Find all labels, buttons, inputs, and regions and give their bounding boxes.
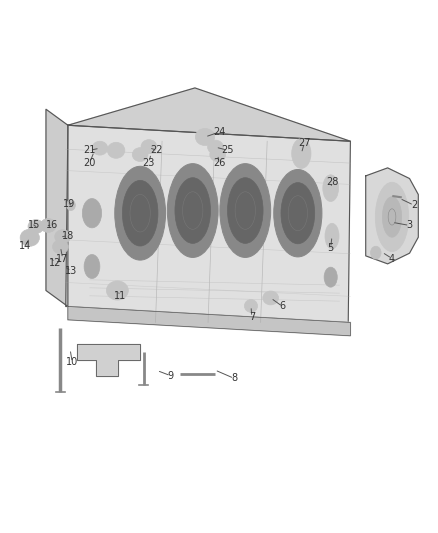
Ellipse shape bbox=[210, 148, 226, 161]
Ellipse shape bbox=[208, 140, 223, 154]
Ellipse shape bbox=[323, 175, 339, 201]
Polygon shape bbox=[77, 344, 140, 376]
Text: 25: 25 bbox=[222, 146, 234, 155]
Ellipse shape bbox=[20, 229, 39, 246]
Ellipse shape bbox=[175, 177, 211, 244]
Ellipse shape bbox=[40, 219, 56, 232]
Ellipse shape bbox=[141, 140, 157, 154]
Text: 7: 7 bbox=[249, 312, 255, 322]
Text: 24: 24 bbox=[213, 127, 225, 137]
Text: 16: 16 bbox=[46, 220, 59, 230]
Ellipse shape bbox=[382, 197, 402, 237]
Text: 6: 6 bbox=[279, 302, 286, 311]
Ellipse shape bbox=[67, 200, 75, 211]
Text: 8: 8 bbox=[231, 374, 237, 383]
Ellipse shape bbox=[92, 141, 108, 155]
Ellipse shape bbox=[115, 166, 166, 260]
Ellipse shape bbox=[53, 240, 68, 254]
Text: 15: 15 bbox=[28, 220, 40, 230]
Polygon shape bbox=[66, 125, 350, 322]
Text: 19: 19 bbox=[63, 199, 75, 208]
Text: 9: 9 bbox=[168, 371, 174, 381]
Text: 10: 10 bbox=[66, 358, 78, 367]
Text: 18: 18 bbox=[62, 231, 74, 240]
Polygon shape bbox=[46, 109, 68, 306]
Ellipse shape bbox=[82, 199, 102, 228]
Ellipse shape bbox=[292, 139, 311, 168]
Text: 22: 22 bbox=[151, 146, 163, 155]
Ellipse shape bbox=[107, 142, 125, 158]
Text: 5: 5 bbox=[328, 243, 334, 253]
Text: 14: 14 bbox=[19, 241, 31, 251]
Ellipse shape bbox=[220, 164, 271, 257]
Ellipse shape bbox=[132, 148, 148, 161]
Polygon shape bbox=[68, 306, 350, 336]
Polygon shape bbox=[366, 168, 418, 264]
Text: 28: 28 bbox=[326, 177, 338, 187]
Ellipse shape bbox=[274, 169, 322, 257]
Text: 3: 3 bbox=[406, 221, 413, 230]
Ellipse shape bbox=[244, 300, 258, 312]
Ellipse shape bbox=[55, 230, 71, 244]
Ellipse shape bbox=[281, 183, 314, 244]
Text: 17: 17 bbox=[57, 254, 69, 263]
Ellipse shape bbox=[28, 220, 44, 233]
Text: 20: 20 bbox=[84, 158, 96, 167]
Ellipse shape bbox=[371, 246, 381, 259]
Text: 23: 23 bbox=[143, 158, 155, 167]
Text: 26: 26 bbox=[213, 158, 225, 167]
Ellipse shape bbox=[263, 291, 279, 305]
Ellipse shape bbox=[227, 177, 263, 244]
Text: 2: 2 bbox=[411, 200, 417, 210]
Text: 21: 21 bbox=[84, 146, 96, 155]
Text: 13: 13 bbox=[65, 266, 78, 276]
Polygon shape bbox=[68, 88, 350, 141]
Text: 4: 4 bbox=[389, 254, 395, 263]
Ellipse shape bbox=[375, 182, 409, 252]
Text: 11: 11 bbox=[114, 291, 127, 301]
Text: 27: 27 bbox=[298, 138, 311, 148]
Ellipse shape bbox=[195, 128, 215, 146]
Ellipse shape bbox=[167, 164, 218, 257]
Ellipse shape bbox=[106, 281, 128, 300]
Text: 12: 12 bbox=[49, 258, 61, 268]
Ellipse shape bbox=[324, 267, 337, 287]
Ellipse shape bbox=[325, 223, 339, 249]
Ellipse shape bbox=[122, 180, 158, 246]
Ellipse shape bbox=[84, 255, 100, 279]
